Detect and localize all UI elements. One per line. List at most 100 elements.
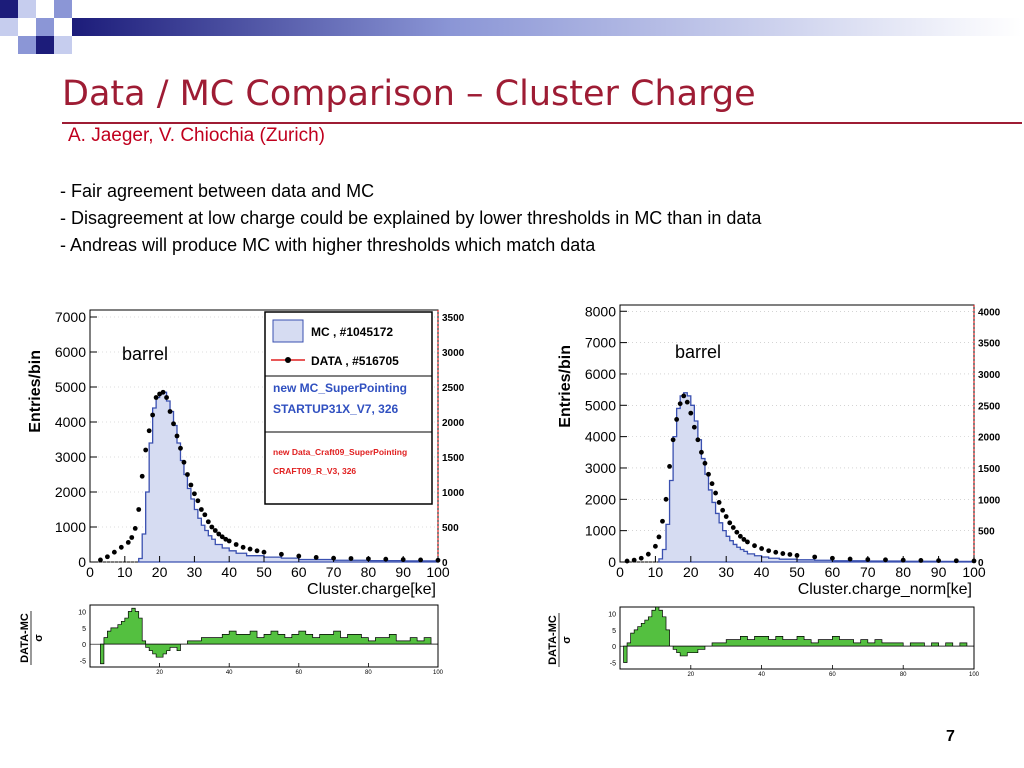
data-point	[105, 554, 110, 560]
y-tick-label: 4000	[55, 414, 86, 430]
data-point	[759, 546, 764, 551]
decorative-square	[0, 0, 18, 18]
data-point	[624, 558, 630, 564]
data-point	[125, 540, 131, 545]
y2-tick-label: 1000	[978, 495, 1001, 506]
legend-mc-swatch	[272, 319, 304, 343]
decorative-square	[36, 18, 54, 36]
y2-tick-label: 1500	[978, 464, 1001, 475]
y-axis-label: Entries/bin	[557, 345, 574, 428]
data-point	[198, 507, 204, 512]
ratio-y-tick-label: 0	[82, 642, 86, 649]
data-point	[216, 531, 222, 537]
data-point	[136, 507, 142, 512]
y2-tick-label: 2500	[978, 401, 1001, 412]
data-point	[188, 482, 194, 488]
y2-tick-label: 500	[978, 527, 995, 538]
data-point	[226, 538, 232, 544]
decorative-square	[18, 18, 36, 36]
data-point	[171, 421, 176, 427]
data-point	[247, 546, 253, 552]
ratio-y-tick-label: 0	[612, 644, 616, 651]
data-point	[240, 544, 246, 550]
slide-subtitle: A. Jaeger, V. Chiochia (Zurich)	[68, 125, 325, 146]
ratio-y-tick-label: -5	[610, 660, 616, 667]
data-point	[150, 412, 156, 418]
data-point	[279, 551, 284, 557]
data-point	[918, 558, 924, 563]
data-point	[195, 498, 201, 504]
data-point	[741, 537, 747, 542]
data-point	[143, 447, 149, 453]
y-tick-label: 4000	[585, 429, 616, 445]
x-tick-label: 50	[789, 564, 805, 580]
y-tick-label: 8000	[585, 303, 616, 319]
slide-title: Data / MC Comparison – Cluster Charge	[62, 74, 756, 114]
data-point	[677, 401, 683, 407]
x-tick-label: 80	[361, 564, 377, 580]
legend-data-sample-tag: CRAFT09_R_V3, 326	[273, 466, 356, 476]
decorative-square	[18, 0, 36, 18]
ratio-x-tick-label: 40	[226, 670, 233, 676]
data-point	[713, 490, 718, 496]
data-point	[185, 472, 190, 477]
data-point	[780, 551, 786, 556]
y2-tick-label: 3000	[978, 370, 1001, 381]
x-tick-label: 30	[187, 564, 203, 580]
data-point	[730, 525, 736, 530]
y2-tick-label: 3500	[442, 313, 465, 324]
ratio-x-tick-label: 80	[365, 670, 372, 676]
y2-tick-label: 0	[978, 558, 984, 569]
data-point	[164, 395, 169, 400]
data-point	[192, 491, 197, 497]
y-tick-label: 6000	[55, 344, 86, 360]
data-point	[812, 554, 818, 560]
page-number: 7	[946, 728, 955, 745]
data-point	[174, 433, 180, 439]
data-point	[653, 543, 658, 549]
data-point	[313, 555, 319, 560]
legend-mc-sample-name: new MC_SuperPointing	[273, 381, 407, 395]
bullet-item: - Andreas will produce MC with higher th…	[60, 235, 596, 255]
data-point	[645, 551, 651, 557]
y-tick-label: 1000	[55, 519, 86, 535]
legend-data-marker	[285, 357, 291, 363]
data-point	[883, 557, 888, 563]
data-point	[699, 449, 704, 455]
ratio-y-tick-label: 10	[78, 610, 86, 617]
data-point	[129, 535, 135, 540]
ratio-x-tick-label: 60	[829, 672, 836, 678]
legend-entry-mc: MC , #1045172	[311, 325, 393, 339]
data-point	[98, 557, 103, 563]
data-point	[706, 471, 711, 477]
title-underline	[62, 122, 1022, 124]
data-point	[695, 437, 701, 443]
ratio-x-tick-label: 20	[156, 670, 163, 676]
y-tick-label: 5000	[55, 379, 86, 395]
x-tick-label: 20	[152, 564, 168, 580]
legend-data-sample-name: new Data_Craft09_SuperPointing	[273, 447, 407, 457]
y2-tick-label: 2000	[442, 418, 465, 429]
data-point	[847, 556, 853, 562]
data-point	[773, 549, 779, 555]
y-axis-label: Entries/bin	[27, 350, 44, 433]
x-tick-label: 40	[754, 564, 770, 580]
y-tick-label: 0	[608, 554, 616, 570]
data-point	[766, 548, 772, 554]
data-point	[953, 558, 959, 564]
y2-tick-label: 500	[442, 523, 459, 534]
ratio-panel	[619, 606, 975, 670]
legend-mc-sample-tag: STARTUP31X_V7, 326	[273, 402, 398, 416]
y2-tick-label: 3000	[442, 348, 465, 359]
legend-entry-data: DATA , #516705	[311, 354, 399, 368]
ratio-x-tick-label: 80	[900, 672, 907, 678]
data-point	[631, 557, 637, 563]
legend-box	[264, 311, 433, 505]
data-point	[688, 410, 694, 416]
decorative-square	[54, 0, 72, 18]
data-point	[691, 424, 697, 430]
x-tick-label: 30	[718, 564, 734, 580]
data-point	[118, 544, 124, 550]
data-point	[734, 529, 740, 535]
y-tick-label: 3000	[585, 460, 616, 476]
